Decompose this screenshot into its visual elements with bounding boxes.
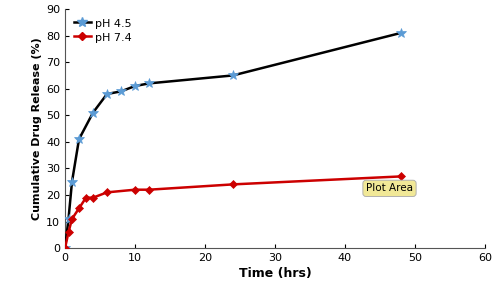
pH 7.4 <box>146 188 152 191</box>
pH 7.4 <box>76 207 82 210</box>
Legend: pH 4.5, pH 7.4: pH 4.5, pH 7.4 <box>70 15 135 46</box>
pH 4.5 <box>132 84 138 88</box>
X-axis label: Time (hrs): Time (hrs) <box>238 267 312 280</box>
pH 4.5 <box>104 92 110 96</box>
pH 4.5 <box>146 82 152 85</box>
pH 7.4 <box>398 175 404 178</box>
pH 7.4 <box>83 196 89 199</box>
pH 4.5 <box>76 138 82 141</box>
pH 7.4 <box>230 183 236 186</box>
pH 4.5 <box>62 246 68 250</box>
pH 7.4 <box>62 246 68 250</box>
pH 7.4 <box>66 231 71 234</box>
Y-axis label: Cumulative Drug Release (%): Cumulative Drug Release (%) <box>32 37 42 220</box>
pH 7.4 <box>104 190 110 194</box>
pH 7.4 <box>132 188 138 191</box>
pH 4.5 <box>69 180 75 184</box>
Text: Plot Area: Plot Area <box>366 183 413 193</box>
pH 4.5 <box>66 217 71 221</box>
pH 4.5 <box>118 90 124 93</box>
pH 4.5 <box>398 31 404 35</box>
pH 4.5 <box>230 74 236 77</box>
pH 7.4 <box>90 196 96 199</box>
pH 4.5 <box>90 111 96 115</box>
Line: pH 4.5: pH 4.5 <box>60 28 406 253</box>
pH 7.4 <box>69 217 75 221</box>
Line: pH 7.4: pH 7.4 <box>62 174 404 251</box>
